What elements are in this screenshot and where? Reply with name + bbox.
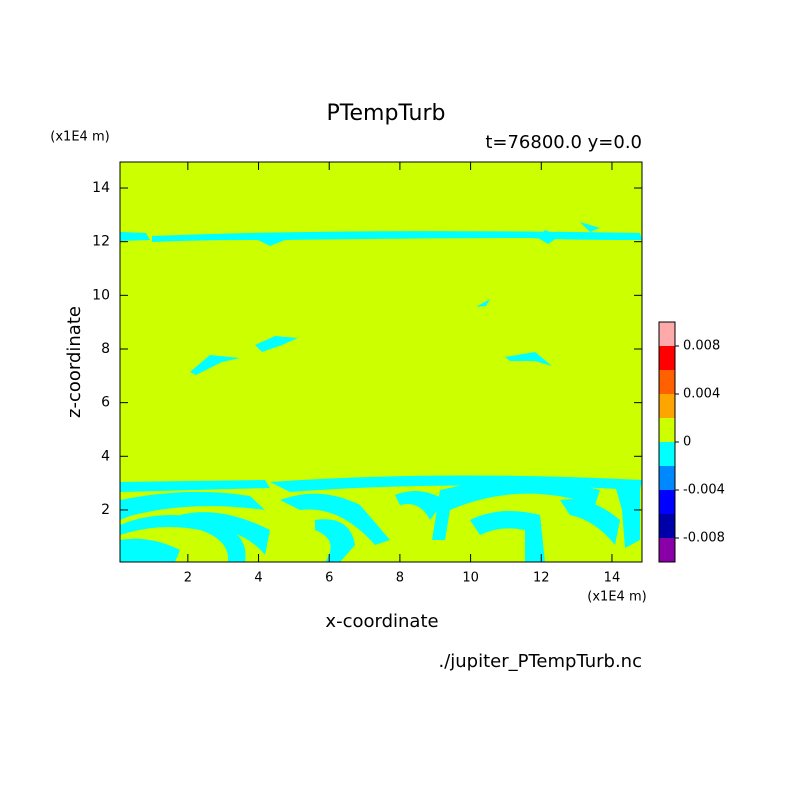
colorbar-band [659, 442, 675, 466]
colorbar-tick-label: 0.004 [683, 387, 720, 402]
y-tick-label: 4 [101, 448, 110, 464]
x-tick-label: 6 [325, 571, 333, 586]
x-tick-label: 2 [184, 571, 192, 586]
y-tick-label: 14 [92, 180, 110, 196]
x-axis-label: x-coordinate [325, 611, 438, 632]
source-file: ./jupiter_PTempTurb.nc [438, 651, 642, 672]
colorbar-band [659, 466, 675, 490]
colorbar-band [659, 394, 675, 418]
x-tick-label: 12 [533, 571, 550, 586]
y-tick-label: 8 [101, 341, 110, 357]
chart-title: PTempTurb [327, 101, 446, 126]
colorbar-tick-label: 0.008 [683, 339, 720, 354]
colorbar-tick-label: 0 [683, 435, 691, 450]
y-tick-label: 6 [101, 395, 110, 411]
x-unit: (x1E4 m) [587, 590, 646, 605]
x-tick-label: 14 [604, 571, 621, 586]
y-tick-label: 2 [101, 502, 110, 518]
y-axis-label: z-coordinate [64, 306, 85, 418]
x-tick-label: 10 [462, 571, 479, 586]
x-tick-label: 4 [254, 571, 262, 586]
x-tick-label: 8 [396, 571, 404, 586]
colorbar-band [659, 346, 675, 370]
plot-frame [119, 161, 643, 563]
y-tick-label: 12 [92, 234, 110, 250]
y-tick-label: 10 [92, 287, 110, 303]
colorbar-tick-label: -0.008 [683, 531, 725, 546]
y-unit: (x1E4 m) [50, 130, 109, 145]
colorbar-band [659, 514, 675, 538]
contour-regions [120, 222, 642, 562]
colorbar-band [659, 370, 675, 394]
colorbar-band [659, 490, 675, 514]
colorbar-band [659, 418, 675, 442]
colorbar-band [659, 322, 675, 346]
colorbar-band [659, 538, 675, 562]
chart-subtitle: t=76800.0 y=0.0 [485, 132, 642, 153]
colorbar-tick-label: -0.004 [683, 483, 725, 498]
